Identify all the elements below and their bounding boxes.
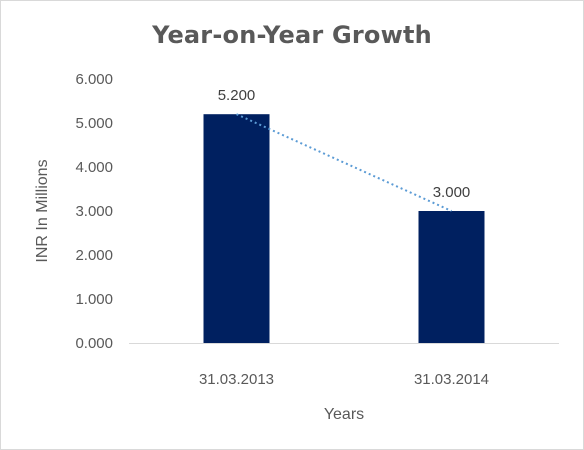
y-tick-label: 2.000: [75, 247, 113, 264]
y-axis-title: INR In Millions: [34, 159, 51, 262]
data-labels: 5.200 3.000: [218, 87, 471, 201]
bar: [418, 211, 485, 343]
chart-title: Year-on-Year Growth: [152, 21, 432, 49]
x-tick-label: 31.03.2013: [199, 371, 274, 388]
bar-data-label: 3.000: [433, 184, 471, 201]
trendline: [236, 113, 452, 212]
bar-data-label: 5.200: [218, 87, 256, 104]
y-tick-label: 5.000: [75, 115, 113, 132]
y-tick-label: 0.000: [75, 335, 113, 352]
y-axis-ticks: 0.000 1.000 2.000 3.000 4.000 5.000 6.000: [75, 71, 113, 352]
y-tick-label: 4.000: [75, 159, 113, 176]
x-tick-label: 31.03.2014: [414, 371, 489, 388]
bars: [203, 114, 485, 343]
y-tick-label: 6.000: [75, 71, 113, 88]
y-tick-label: 3.000: [75, 203, 113, 220]
x-axis-title: Years: [324, 406, 364, 423]
y-tick-label: 1.000: [75, 291, 113, 308]
x-axis-ticks: 31.03.2013 31.03.2014: [199, 371, 489, 388]
bar: [203, 114, 270, 343]
